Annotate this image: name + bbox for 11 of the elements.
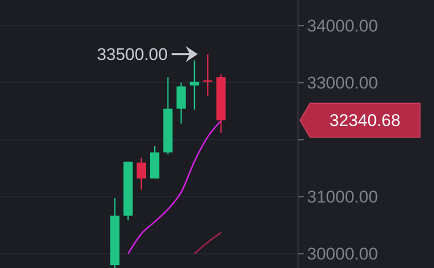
y-tick-label: 31000.00 [307,188,378,207]
annotation: 33500.00 [96,45,168,64]
candlestick [203,54,212,96]
candlestick [136,157,146,190]
candlestick [176,82,186,124]
y-tick-label: 30000.00 [307,244,378,264]
y-tick-label: 33000.00 [307,74,378,93]
line-series [127,120,222,254]
candlestick [190,60,200,110]
text: 32340.68 [330,111,400,130]
y-tick-label: 34000.00 [307,16,378,36]
